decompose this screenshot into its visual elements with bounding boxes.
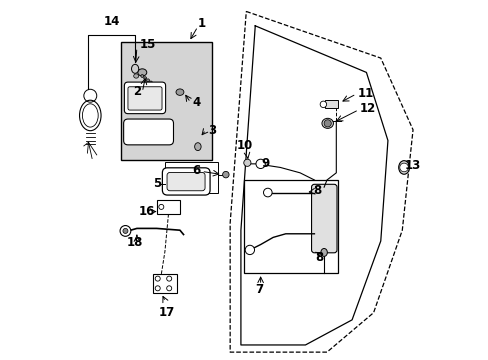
Text: 2: 2 xyxy=(133,85,141,98)
Circle shape xyxy=(155,276,160,281)
Text: 17: 17 xyxy=(158,306,174,319)
Ellipse shape xyxy=(194,143,201,150)
Circle shape xyxy=(166,276,171,281)
Text: 9: 9 xyxy=(261,157,269,170)
Bar xyxy=(153,274,177,293)
Ellipse shape xyxy=(176,89,183,95)
Ellipse shape xyxy=(131,64,139,73)
FancyBboxPatch shape xyxy=(128,87,162,110)
FancyBboxPatch shape xyxy=(124,82,165,114)
Text: 15: 15 xyxy=(139,38,156,51)
Circle shape xyxy=(146,79,149,82)
Text: 7: 7 xyxy=(255,283,263,296)
Text: 4: 4 xyxy=(192,96,201,109)
Text: 1: 1 xyxy=(197,17,205,30)
Circle shape xyxy=(222,171,228,178)
Text: 8: 8 xyxy=(313,184,321,197)
Circle shape xyxy=(320,101,326,108)
Text: 12: 12 xyxy=(359,103,375,116)
Text: 11: 11 xyxy=(357,87,373,100)
Text: 13: 13 xyxy=(405,159,421,172)
Text: 3: 3 xyxy=(207,124,216,137)
Bar xyxy=(156,200,180,214)
Text: 8: 8 xyxy=(315,251,323,264)
Ellipse shape xyxy=(398,161,408,174)
Circle shape xyxy=(120,226,131,236)
Ellipse shape xyxy=(321,118,333,129)
Circle shape xyxy=(255,159,265,168)
Circle shape xyxy=(122,228,128,233)
Circle shape xyxy=(244,245,254,255)
Text: 10: 10 xyxy=(236,139,252,152)
Circle shape xyxy=(324,120,330,127)
FancyBboxPatch shape xyxy=(123,119,173,145)
Text: 5: 5 xyxy=(153,177,161,190)
Circle shape xyxy=(244,159,250,166)
Circle shape xyxy=(399,163,407,172)
Bar xyxy=(324,100,338,108)
Circle shape xyxy=(166,286,171,291)
Bar xyxy=(121,42,212,160)
Circle shape xyxy=(155,286,160,291)
Ellipse shape xyxy=(320,248,326,256)
Circle shape xyxy=(149,81,152,84)
Circle shape xyxy=(159,204,163,210)
Ellipse shape xyxy=(133,74,139,78)
FancyBboxPatch shape xyxy=(162,168,210,195)
Text: 6: 6 xyxy=(192,164,201,177)
Bar xyxy=(244,180,337,273)
Text: 16: 16 xyxy=(138,205,155,218)
FancyBboxPatch shape xyxy=(167,172,204,191)
FancyBboxPatch shape xyxy=(311,184,336,253)
Circle shape xyxy=(141,75,143,77)
Bar xyxy=(164,162,218,193)
Circle shape xyxy=(143,77,146,80)
Text: 14: 14 xyxy=(103,15,120,28)
Circle shape xyxy=(263,188,271,197)
Ellipse shape xyxy=(138,69,146,76)
Text: 18: 18 xyxy=(127,236,143,249)
